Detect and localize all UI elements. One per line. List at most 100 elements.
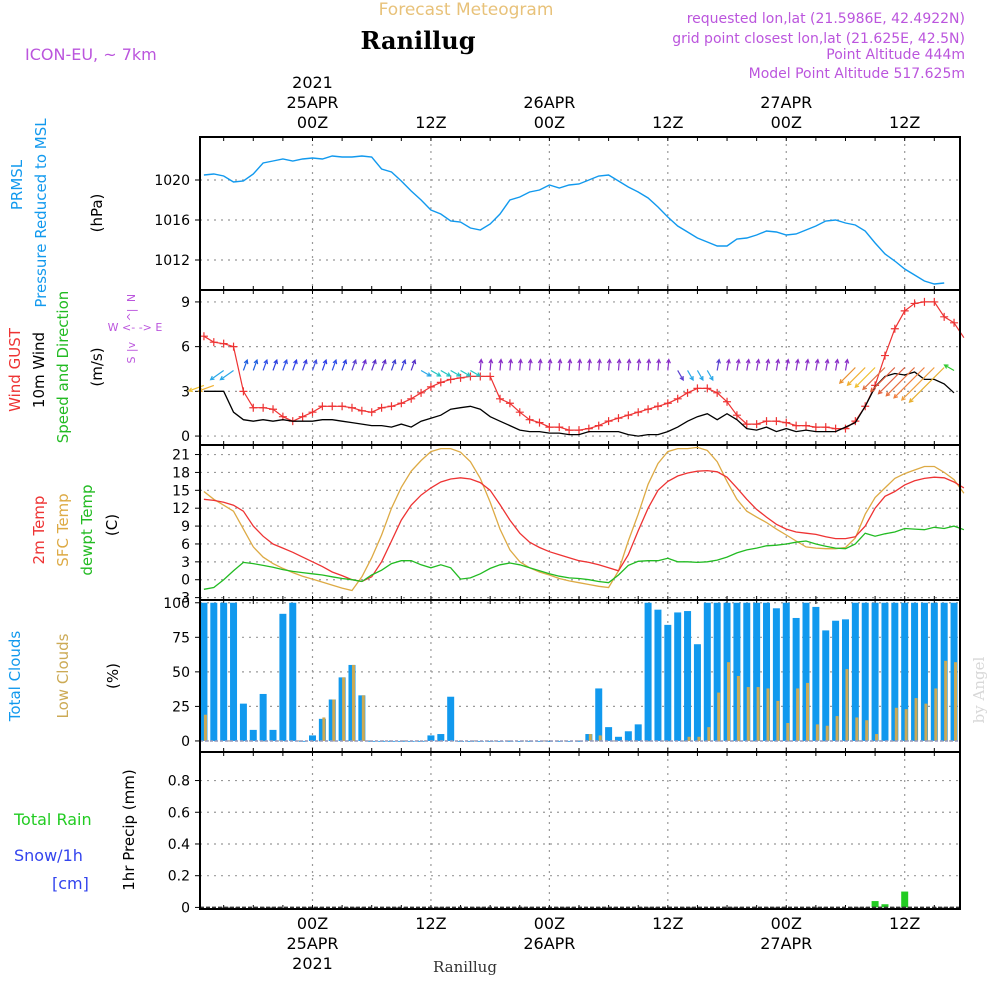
wind-direction-arrow [908,367,945,403]
total-cloud-bar [832,620,840,741]
dewpt-label: dewpt Temp [78,484,96,575]
y-tick-label: 6 [181,537,190,553]
wind-direction-arrow [885,367,915,397]
wind-direction-arrow [814,358,820,371]
total-cloud-bar [792,617,800,741]
time-label: 00Z [297,914,328,933]
gust-marker [673,394,682,403]
point-altitude: Point Altitude 444m [826,47,965,63]
time-label: 00Z [771,914,802,933]
total-cloud-bar [920,602,928,741]
gust-marker [723,397,732,406]
time-label: 12Z [415,113,446,132]
wind-direction-arrow [508,358,514,371]
gust-marker [357,406,366,415]
time-label: 2021 [292,73,333,92]
low-cloud-bar [845,669,849,741]
y-tick-label: 9 [181,519,190,535]
gust-marker [298,412,307,421]
wind-direction-arrow [302,358,308,371]
wind-direction-arrow [478,358,484,371]
gust-label: Wind GUST [6,327,24,412]
low-cloud-bar [806,682,809,741]
y-tick-label: 100 [163,596,190,612]
wind-direction-arrow [943,364,955,372]
wind-direction-arrow [775,358,781,371]
wind-direction-arrow [420,369,432,377]
time-label: 00Z [534,914,565,933]
gust-marker [269,405,278,414]
total-cloud-bar [674,612,682,741]
total-cloud-bar [526,740,534,742]
wind-direction-arrow [498,358,504,371]
low-cloud-bar [361,695,365,741]
wind-direction-arrow [292,358,298,371]
gust-marker [920,297,929,306]
wind-direction-arrow [252,358,259,371]
low-cloud-bar [796,688,800,741]
y-tick-label: 12 [172,501,190,517]
wind-direction-arrow [547,358,553,371]
low-cloud-bar [835,716,839,741]
y-tick-label: 9 [181,295,190,311]
pressure-label: Pressure Reduced to MSL [32,118,50,308]
y-tick-label: 0 [181,429,190,445]
y-tick-label: 18 [172,465,190,481]
y-tick-label: 1012 [154,253,190,269]
gust-marker [486,372,495,381]
total-cloud-bar [595,688,603,741]
total-cloud-bar [516,740,524,742]
y-tick-label: 25 [172,699,190,715]
wind-label: 10m Wind [30,332,48,408]
low-cloud-bar [756,687,760,741]
wind-unit: (m/s) [88,347,106,386]
total-cloud-bar [861,602,869,741]
rain-bar [901,891,909,908]
total-cloud-bar [684,611,692,741]
y-tick-label: 0 [181,900,190,916]
wind-direction-arrow [587,358,592,371]
y-tick-label: 75 [172,630,190,646]
wind-direction-arrow [440,369,452,377]
total-cloud-bar [851,602,859,741]
compass-label: ^| [125,309,138,322]
compass-label: S [125,356,138,363]
gridpoint-coords: grid point closest lon,lat (21.625E, 42.… [672,31,965,47]
snow-unit: [cm] [52,874,89,893]
total-cloud-bar [249,729,257,741]
total-cloud-bar [289,602,297,741]
total-cloud-bar [309,735,316,741]
gust-marker [634,408,643,417]
low-cloud-bar [727,662,731,741]
gust-marker [377,403,386,412]
total-cloud-bar [664,624,672,741]
low-cloud-bar [697,736,701,741]
wind-direction-arrow [716,358,721,371]
rain-bar [871,901,879,908]
total-cloud-bar [447,696,455,741]
total-cloud-bar [812,606,820,741]
dewpt-temp-line [203,525,965,590]
gust-marker [308,408,317,417]
low-cloud-bar [766,688,770,741]
low-cloud-bar [865,720,869,741]
wind-direction-arrow [735,358,741,371]
total-cloud-bar [753,602,761,741]
wind-direction-arrow [765,358,771,371]
sfc-temp-label: SFC Temp [54,493,72,566]
time-label: 26APR [523,934,575,953]
total-cloud-bar [624,731,632,741]
y-tick-label: 0.4 [168,837,190,853]
wind-direction-arrow [656,358,662,371]
gust-marker [594,421,603,430]
total-cloud-bar [239,703,247,741]
total-cloud-bar [437,734,445,741]
time-label: 26APR [523,93,575,112]
gust-marker [663,399,672,408]
wind-speed-line [203,371,955,437]
time-label: 12Z [415,914,446,933]
gust-marker [347,403,356,412]
wind-direction-arrow [341,358,348,371]
